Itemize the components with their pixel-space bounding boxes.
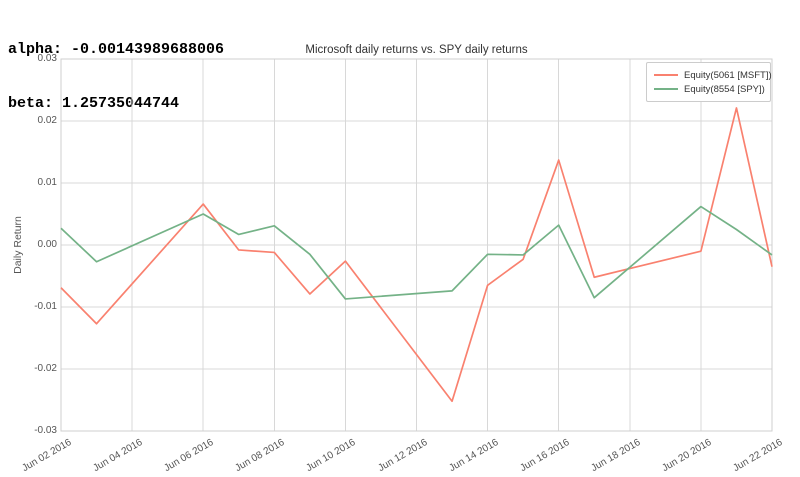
- y-tick-label: 0.01: [37, 177, 57, 188]
- y-tick-label: 0.03: [37, 53, 57, 64]
- legend-label-msft: Equity(5061 [MSFT]): [684, 69, 772, 81]
- y-tick-label: -0.02: [34, 363, 57, 374]
- y-tick-label: -0.03: [34, 425, 57, 436]
- y-tick-label: -0.01: [34, 301, 57, 312]
- alpha-value: alpha: -0.00143989688006: [8, 41, 225, 58]
- spy-line-swatch: [654, 88, 678, 90]
- legend-label-spy: Equity(8554 [SPY]): [684, 83, 765, 95]
- y-tick-label: 0.02: [37, 115, 57, 126]
- y-tick-label: 0.00: [37, 239, 57, 250]
- msft-line-swatch: [654, 74, 678, 76]
- series-line-0: [60, 107, 773, 403]
- legend-item-msft: Equity(5061 [MSFT]): [654, 68, 772, 82]
- series-line-1: [60, 205, 773, 300]
- beta-value: beta: 1.25735044744: [8, 95, 180, 112]
- chart-title: Microsoft daily returns vs. SPY daily re…: [305, 44, 528, 56]
- console-output: alpha: -0.00143989688006 beta: 1.2573504…: [8, 5, 224, 149]
- legend-item-spy: Equity(8554 [SPY]): [654, 82, 765, 96]
- legend: Equity(5061 [MSFT]) Equity(8554 [SPY]): [646, 62, 772, 102]
- plot-border: [60, 58, 773, 432]
